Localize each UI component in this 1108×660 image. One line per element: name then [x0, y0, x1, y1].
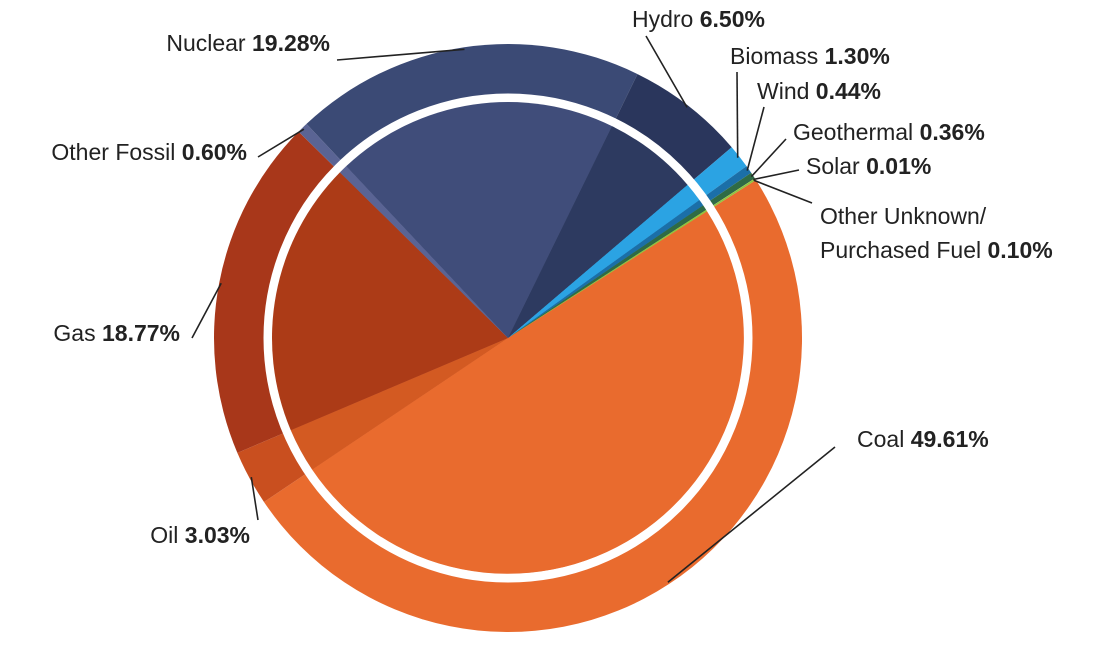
- slice-label-geothermal: Geothermal 0.36%: [793, 119, 985, 145]
- slice-label-nuclear: Nuclear 19.28%: [166, 30, 330, 56]
- slice-label-name: Other Fossil: [51, 139, 181, 165]
- leader-line-solar: [753, 169, 800, 181]
- slice-label-other-unknown-purchased-fuel: Other Unknown/Purchased Fuel 0.10%: [820, 203, 1053, 263]
- leader-line-oil: [250, 476, 259, 521]
- slice-label-name: Oil: [150, 522, 185, 548]
- slice-label-other-fossil: Other Fossil 0.60%: [51, 139, 247, 165]
- slice-label-name: Wind: [757, 78, 816, 104]
- slice-label-percent: 18.77%: [102, 320, 180, 346]
- leader-line-biomass: [736, 71, 739, 158]
- slice-label-percent: 49.61%: [911, 426, 989, 452]
- leader-line-wind: [746, 106, 765, 171]
- leader-line-nuclear: [336, 48, 465, 61]
- slice-labels: Coal 49.61% Oil 3.03% Gas 18.77% Other Foss…: [51, 6, 1052, 548]
- slice-label-percent: 0.44%: [816, 78, 881, 104]
- slice-label-hydro: Hydro 6.50%: [632, 6, 765, 32]
- slice-label-coal: Coal 49.61%: [857, 426, 989, 452]
- inner-slice-gas: [271, 172, 508, 431]
- slice-label-percent: 3.03%: [185, 522, 250, 548]
- inner-slice-coal: [312, 211, 744, 574]
- leader-line-geothermal: [750, 138, 787, 178]
- slice-label-name: Gas: [53, 320, 102, 346]
- leader-line-hydro: [645, 35, 688, 108]
- inner-slice-nuclear: [346, 101, 612, 338]
- slice-label-wind: Wind 0.44%: [757, 78, 881, 104]
- slice-label-percent: 0.10%: [987, 237, 1052, 263]
- leader-line-coal: [667, 446, 836, 583]
- inner-slice-biomass: [508, 184, 700, 338]
- slice-label-percent: 6.50%: [700, 6, 765, 32]
- slice-label-percent: 0.36%: [920, 119, 985, 145]
- slice-label-biomass: Biomass 1.30%: [730, 43, 890, 69]
- slice-label-name: Geothermal: [793, 119, 920, 145]
- inner-pie-slices: [271, 101, 744, 574]
- inner-slice-wind: [508, 200, 704, 338]
- slice-label-gas: Gas 18.77%: [53, 320, 180, 346]
- slice-label-name: Hydro: [632, 6, 700, 32]
- inner-slice-solar: [508, 209, 707, 338]
- label-leader-lines: [191, 35, 836, 583]
- slice-label-name: Coal: [857, 426, 911, 452]
- slice-label-percent: 0.60%: [182, 139, 247, 165]
- inner-slice-oil: [290, 338, 508, 470]
- leader-line-other-fossil: [257, 128, 305, 158]
- slice-label-name: Solar: [806, 153, 866, 179]
- leader-line-gas: [191, 282, 222, 339]
- slice-label-solar: Solar 0.01%: [806, 153, 931, 179]
- inner-slice-other-unknown-purchased-fuel: [508, 209, 708, 338]
- slice-label-percent: 0.01%: [866, 153, 931, 179]
- slice-label-percent: 1.30%: [825, 43, 890, 69]
- inner-slice-geothermal: [508, 205, 707, 338]
- slice-label-oil: Oil 3.03%: [150, 522, 250, 548]
- slice-label-line-2: Purchased Fuel: [820, 237, 987, 263]
- inner-slice-hydro: [508, 126, 688, 339]
- slice-label-name: Nuclear: [166, 30, 252, 56]
- slice-label-name: Biomass: [730, 43, 825, 69]
- slice-label-percent: 19.28%: [252, 30, 330, 56]
- slice-label-line-1: Other Unknown/: [820, 203, 987, 229]
- leader-line-other-unknown-purchased-fuel: [753, 179, 813, 204]
- white-separator-ring: [263, 93, 753, 583]
- inner-slice-other-fossil: [339, 166, 508, 338]
